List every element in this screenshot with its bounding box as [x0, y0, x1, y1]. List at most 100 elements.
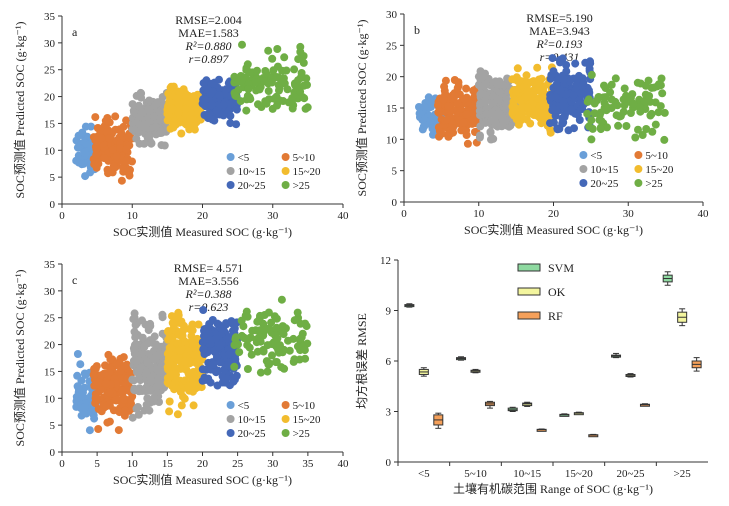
point-20~25 [222, 374, 231, 383]
point-10~15 [487, 108, 496, 117]
point-5~10 [436, 128, 445, 137]
point-15~20 [181, 357, 190, 366]
point->25 [273, 334, 282, 343]
y-axis-label: SOC预测值 Predicted SOC (g·kg⁻¹) [12, 22, 27, 199]
point-5~10 [121, 406, 130, 415]
point-10~15 [129, 356, 138, 365]
point-10~15 [495, 77, 504, 86]
point-15~20 [189, 379, 197, 388]
point->25 [302, 322, 311, 331]
point-10~15 [134, 410, 143, 419]
point->25 [253, 347, 262, 356]
point-5~10 [91, 113, 100, 122]
x-tick-label: 20 [197, 210, 209, 222]
point->25 [648, 127, 657, 136]
point-<5 [78, 128, 87, 137]
scatter-panel-1: 0 10 20 30 40 0 5 10 15 20 25 30 35 SOC实测值 Measured S… [12, 11, 349, 239]
legend-marker [634, 151, 643, 159]
point->25 [242, 66, 251, 75]
point-5~10 [462, 110, 471, 119]
point-15~20 [192, 359, 201, 368]
point-15~20 [180, 105, 189, 114]
point->25 [634, 125, 642, 134]
point-15~20 [163, 327, 172, 336]
point->25 [285, 346, 294, 355]
point-15~20 [513, 64, 522, 73]
point-15~20 [508, 107, 517, 116]
point->25 [262, 99, 271, 108]
point->25 [645, 92, 654, 100]
y-axis-label: 均方根误差 RMSE [354, 313, 369, 409]
point-20~25 [213, 319, 222, 328]
point-5~10 [92, 145, 101, 154]
point-15~20 [512, 115, 521, 124]
point->25 [583, 109, 592, 118]
point-5~10 [122, 145, 131, 154]
point-5~10 [462, 84, 471, 93]
x-axis-label: SOC实测值 Measured SOC (g·kg⁻¹) [113, 224, 292, 239]
point-15~20 [170, 385, 179, 394]
point-10~15 [138, 316, 146, 325]
point-10~15 [481, 118, 490, 127]
point-5~10 [444, 102, 453, 111]
x-tick-label: 5~10 [464, 468, 487, 480]
metric-text: r=0.623 [189, 300, 229, 314]
point->25 [230, 341, 239, 350]
point-20~25 [586, 57, 594, 66]
point->25 [271, 358, 280, 367]
point-<5 [80, 148, 89, 157]
point-10~15 [489, 116, 497, 125]
point-5~10 [116, 144, 125, 153]
point-10~15 [143, 394, 152, 403]
point->25 [622, 122, 631, 130]
point-5~10 [444, 132, 453, 141]
point-20~25 [579, 78, 588, 87]
series-3 [163, 82, 207, 138]
point-10~15 [152, 340, 161, 349]
legend-label: 5~10 [645, 150, 668, 162]
legend-marker [281, 167, 290, 175]
point-5~10 [468, 109, 477, 118]
legend-marker [281, 181, 290, 189]
point-10~15 [144, 386, 153, 395]
point-20~25 [569, 91, 578, 100]
point-15~20 [537, 109, 546, 118]
legend-marker [281, 153, 290, 161]
point->25 [277, 295, 286, 304]
x-tick-label: 0 [59, 210, 65, 222]
series-1 [434, 76, 483, 148]
point->25 [651, 120, 660, 129]
point->25 [253, 317, 262, 326]
y-tick-label: 0 [386, 457, 392, 469]
point->25 [255, 85, 264, 94]
point-20~25 [209, 360, 218, 369]
point->25 [590, 99, 599, 108]
point-20~25 [551, 93, 560, 102]
point-5~10 [114, 426, 123, 435]
point->25 [299, 81, 308, 90]
y-tick-label: 5 [50, 420, 56, 432]
point-10~15 [145, 96, 154, 105]
point->25 [300, 346, 309, 355]
point-5~10 [435, 108, 444, 117]
point-<5 [420, 102, 429, 111]
point->25 [247, 350, 256, 359]
point-15~20 [163, 116, 172, 125]
point-20~25 [551, 111, 560, 120]
point-5~10 [450, 92, 459, 101]
x-tick-label: 20 [548, 208, 560, 220]
point-20~25 [576, 89, 585, 98]
point-10~15 [149, 112, 158, 121]
point-10~15 [136, 88, 145, 97]
point-<5 [80, 369, 89, 378]
point-10~15 [158, 310, 167, 319]
metric-text: R²=0.193 [535, 37, 582, 51]
y-tick-label: 20 [386, 72, 398, 84]
x-tick-label: 10 [127, 210, 139, 222]
point-20~25 [231, 355, 240, 364]
point-10~15 [157, 141, 166, 150]
point-5~10 [101, 379, 110, 388]
point->25 [264, 87, 273, 95]
point->25 [656, 81, 665, 90]
point->25 [620, 101, 629, 110]
